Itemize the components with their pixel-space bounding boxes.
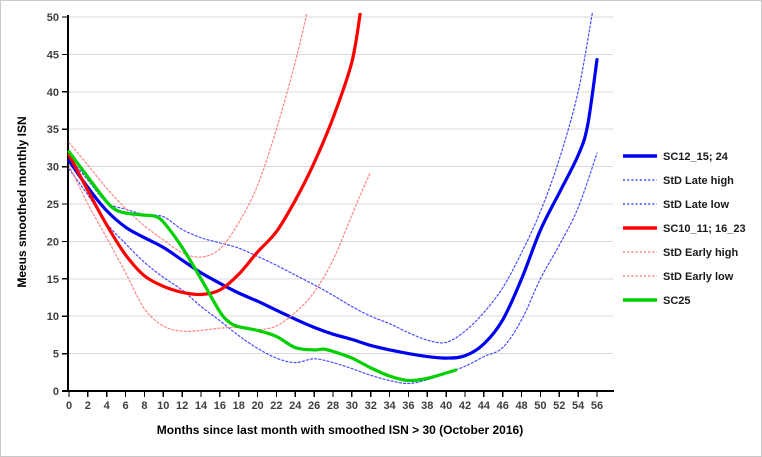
x-tick-label: 2 bbox=[85, 400, 91, 412]
y-tick-label: 40 bbox=[47, 87, 59, 99]
y-tick-label: 25 bbox=[47, 199, 59, 211]
x-tick-label: 12 bbox=[176, 400, 188, 412]
x-tick-label: 32 bbox=[365, 400, 377, 412]
legend-item: SC25 bbox=[623, 295, 691, 307]
x-tick-label: 38 bbox=[421, 400, 433, 412]
x-tick-label: 24 bbox=[289, 400, 302, 412]
x-tick-label: 36 bbox=[402, 400, 414, 412]
x-tick-label: 52 bbox=[553, 400, 565, 412]
y-tick-label: 5 bbox=[53, 349, 59, 361]
gridlines bbox=[68, 16, 613, 355]
x-tick-label: 0 bbox=[66, 400, 72, 412]
x-tick-label: 8 bbox=[141, 400, 147, 412]
x-tick-label: 46 bbox=[497, 400, 509, 412]
legend-label: StD Late low bbox=[663, 199, 729, 211]
series-line-std-late-low bbox=[68, 152, 598, 385]
legend-item: StD Late low bbox=[623, 199, 729, 211]
x-tick-label: 28 bbox=[327, 400, 339, 412]
legend-label: StD Early low bbox=[663, 271, 734, 283]
legend-label: StD Late high bbox=[663, 175, 734, 187]
legend-item: SC10_11; 16_23 bbox=[623, 223, 746, 235]
x-tick-label: 4 bbox=[104, 400, 111, 412]
series-line-sc10-11-16-23 bbox=[67, 13, 362, 297]
y-axis-title: Meeus smoothed monthly ISN bbox=[15, 116, 29, 287]
x-tick-label: 40 bbox=[440, 400, 452, 412]
legend-label: SC10_11; 16_23 bbox=[663, 223, 746, 235]
x-tick-label: 26 bbox=[308, 400, 320, 412]
series-group bbox=[67, 13, 599, 385]
y-tick-label: 20 bbox=[47, 236, 59, 248]
x-tick-label: 22 bbox=[270, 400, 282, 412]
y-tick-label: 30 bbox=[47, 162, 59, 174]
x-axis-title: Months since last month with smoothed IS… bbox=[157, 423, 523, 437]
series-line-std-early-low bbox=[68, 164, 372, 333]
legend-label: SC12_15; 24 bbox=[663, 151, 729, 163]
x-tick-label: 44 bbox=[478, 400, 491, 412]
x-tick-label: 56 bbox=[591, 400, 603, 412]
series-line-std-early-high bbox=[68, 13, 308, 258]
axes bbox=[62, 15, 614, 397]
y-tick-label: 50 bbox=[47, 12, 59, 24]
x-tick-label: 42 bbox=[459, 400, 471, 412]
legend-label: SC25 bbox=[663, 295, 691, 307]
x-tick-label: 50 bbox=[534, 400, 546, 412]
series-line-sc25 bbox=[67, 150, 458, 383]
x-tick-label: 30 bbox=[346, 400, 358, 412]
x-tick-label: 48 bbox=[515, 400, 527, 412]
y-tick-label: 10 bbox=[47, 311, 59, 323]
x-tick-label: 14 bbox=[195, 400, 208, 412]
legend: SC12_15; 24 StD Late high StD Late low SC10… bbox=[623, 151, 746, 307]
x-tick-label: 18 bbox=[233, 400, 245, 412]
x-tick-label: 20 bbox=[251, 400, 263, 412]
x-tick-label: 54 bbox=[572, 400, 585, 412]
x-tick-label: 34 bbox=[383, 400, 396, 412]
legend-item: StD Early high bbox=[623, 247, 738, 259]
legend-item: SC12_15; 24 bbox=[623, 151, 729, 163]
series-line-std-late-high bbox=[68, 13, 593, 344]
y-tick-label: 35 bbox=[47, 124, 59, 136]
legend-label: StD Early high bbox=[663, 247, 738, 259]
y-tick-label: 15 bbox=[47, 274, 59, 286]
y-tick-label: 0 bbox=[53, 386, 59, 398]
y-tick-label: 45 bbox=[47, 49, 59, 61]
series-line-sc12-15-24 bbox=[67, 58, 599, 360]
x-tick-label: 10 bbox=[157, 400, 169, 412]
x-tick-label: 16 bbox=[214, 400, 226, 412]
legend-item: StD Early low bbox=[623, 271, 734, 283]
x-tick-label: 6 bbox=[123, 400, 129, 412]
legend-item: StD Late high bbox=[623, 175, 734, 187]
